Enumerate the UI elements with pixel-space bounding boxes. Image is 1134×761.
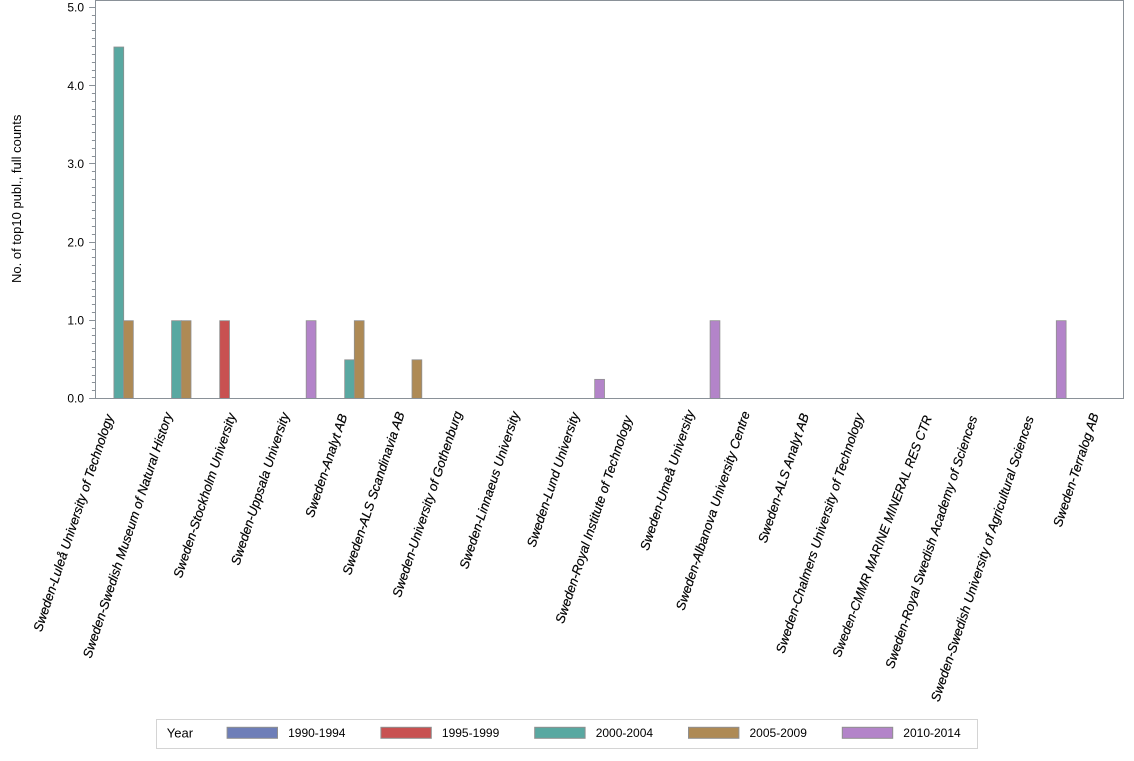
svg-text:5.0: 5.0 xyxy=(67,1,84,15)
svg-text:3.0: 3.0 xyxy=(67,157,84,171)
svg-text:1995-1999: 1995-1999 xyxy=(442,726,500,740)
svg-text:1990-1994: 1990-1994 xyxy=(288,726,346,740)
svg-text:2000-2004: 2000-2004 xyxy=(596,726,654,740)
svg-text:2005-2009: 2005-2009 xyxy=(750,726,808,740)
svg-text:No. of top10 publ., full count: No. of top10 publ., full counts xyxy=(9,114,24,283)
svg-text:0.0: 0.0 xyxy=(67,392,84,406)
svg-text:Year: Year xyxy=(167,726,194,741)
svg-text:1.0: 1.0 xyxy=(67,314,84,328)
svg-text:4.0: 4.0 xyxy=(67,79,84,93)
svg-text:2.0: 2.0 xyxy=(67,235,84,249)
svg-text:2010-2014: 2010-2014 xyxy=(903,726,961,740)
